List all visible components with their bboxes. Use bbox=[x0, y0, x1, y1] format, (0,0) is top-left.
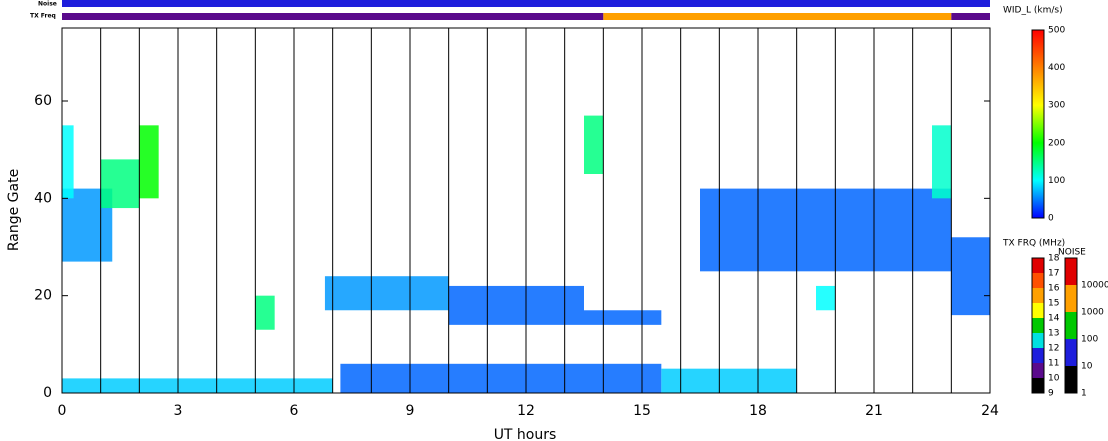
txfreq-segment bbox=[62, 13, 604, 20]
echo-region bbox=[255, 295, 275, 330]
echo-region bbox=[139, 125, 159, 199]
freq-colorbar-band bbox=[1032, 288, 1044, 303]
x-axis-label: UT hours bbox=[494, 427, 557, 441]
txfreq-segment bbox=[603, 13, 952, 20]
echo-region bbox=[700, 188, 952, 272]
freq-colorbar-label: 9 bbox=[1048, 389, 1054, 399]
x-tick-label: 3 bbox=[174, 403, 183, 419]
echo-region bbox=[816, 285, 836, 311]
noise-colorbar-frame bbox=[1064, 257, 1078, 394]
echo-region bbox=[100, 159, 140, 209]
freq-colorbar-label: 14 bbox=[1048, 314, 1060, 324]
noise-colorbar-label: 100 bbox=[1081, 335, 1098, 345]
width-colorbar bbox=[1031, 29, 1045, 219]
x-tick-label: 6 bbox=[290, 403, 299, 419]
txfreq-segment bbox=[951, 13, 990, 20]
x-tick-label: 9 bbox=[406, 403, 415, 419]
freq-colorbar-label: 11 bbox=[1048, 359, 1059, 369]
noise-colorbar-label: 1 bbox=[1081, 389, 1087, 399]
noise-colorbar-title: NOISE bbox=[1058, 248, 1086, 258]
echo-region bbox=[62, 125, 74, 199]
freq-colorbar-band bbox=[1032, 333, 1044, 348]
x-tick-label: 18 bbox=[749, 403, 767, 419]
width-colorbar-label: 500 bbox=[1048, 26, 1065, 36]
y-axis-label: Range Gate bbox=[6, 169, 22, 251]
echo-region bbox=[62, 378, 333, 393]
echo-region bbox=[324, 276, 449, 311]
y-tick-label: 0 bbox=[43, 385, 52, 401]
freq-colorbar-band bbox=[1032, 363, 1044, 378]
noise-colorbar-band bbox=[1065, 339, 1077, 366]
freq-colorbar-band bbox=[1032, 303, 1044, 318]
freq-colorbar-label: 12 bbox=[1048, 344, 1059, 354]
x-tick-label: 21 bbox=[865, 403, 883, 419]
freq-colorbar-label: 16 bbox=[1048, 284, 1060, 294]
txfreq-label: TX Freq bbox=[30, 13, 56, 20]
noise-colorbar-band bbox=[1065, 258, 1077, 285]
x-tick-label: 24 bbox=[981, 403, 999, 419]
freq-colorbar-band bbox=[1032, 258, 1044, 273]
noise-label: Noise bbox=[38, 1, 57, 8]
echo-region bbox=[932, 125, 952, 199]
echo-region bbox=[661, 368, 797, 393]
y-tick-label: 40 bbox=[34, 190, 52, 206]
width-colorbar-label: 200 bbox=[1048, 138, 1065, 148]
width-colorbar-label: 400 bbox=[1048, 63, 1065, 73]
freq-colorbar-band bbox=[1032, 318, 1044, 333]
echo-region bbox=[584, 115, 604, 174]
width-colorbar-title: WID_L (km/s) bbox=[1003, 6, 1063, 16]
width-colorbar-label: 100 bbox=[1048, 176, 1065, 186]
echo-region bbox=[584, 310, 662, 325]
echo-region bbox=[340, 363, 662, 393]
freq-colorbar-label: 17 bbox=[1048, 269, 1059, 279]
noise-segment bbox=[62, 0, 990, 7]
noise-colorbar-label: 1000 bbox=[1081, 308, 1104, 318]
freq-colorbar-frame bbox=[1031, 257, 1045, 394]
freq-colorbar-band bbox=[1032, 273, 1044, 288]
x-tick-label: 15 bbox=[633, 403, 651, 419]
freq-colorbar-label: 10 bbox=[1048, 374, 1060, 384]
freq-colorbar-title: TX FRQ (MHz) bbox=[1002, 239, 1065, 249]
x-tick-label: 0 bbox=[58, 403, 67, 419]
freq-colorbar-label: 13 bbox=[1048, 329, 1059, 339]
width-colorbar-label: 300 bbox=[1048, 101, 1065, 111]
noise-colorbar-label: 10000 bbox=[1081, 281, 1108, 291]
y-tick-label: 20 bbox=[34, 288, 52, 304]
width-colorbar-label: 0 bbox=[1048, 214, 1054, 224]
noise-colorbar-label: 10 bbox=[1081, 362, 1093, 372]
y-tick-label: 60 bbox=[34, 93, 52, 109]
noise-colorbar-band bbox=[1065, 312, 1077, 339]
x-tick-label: 12 bbox=[517, 403, 535, 419]
echo-region bbox=[951, 237, 990, 316]
freq-colorbar-band bbox=[1032, 348, 1044, 363]
noise-colorbar-band bbox=[1065, 366, 1077, 393]
echo-region bbox=[448, 285, 584, 325]
noise-colorbar-band bbox=[1065, 285, 1077, 312]
freq-colorbar-label: 18 bbox=[1048, 254, 1060, 264]
freq-colorbar-label: 15 bbox=[1048, 299, 1059, 309]
freq-colorbar-band bbox=[1032, 378, 1044, 393]
